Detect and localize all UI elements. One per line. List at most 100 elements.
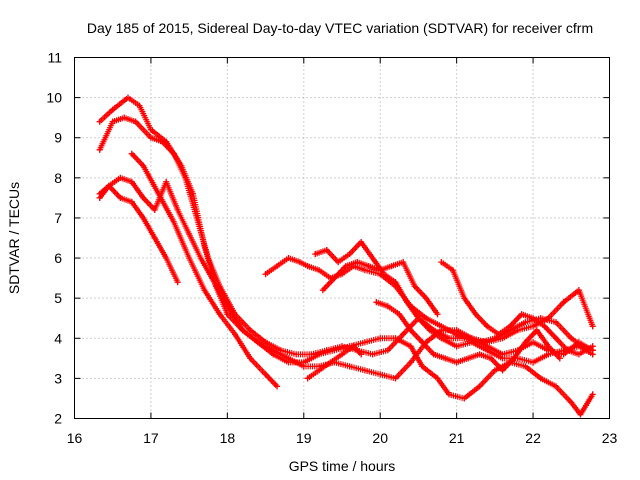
series-H — [319, 259, 441, 318]
data-point — [476, 383, 483, 390]
data-point — [575, 287, 582, 294]
data-point — [484, 347, 491, 354]
data-point — [403, 299, 410, 306]
data-point — [589, 323, 596, 330]
data-point — [151, 235, 158, 241]
data-point — [446, 391, 452, 398]
data-point — [423, 295, 430, 302]
data-point — [518, 311, 525, 318]
data-point — [151, 206, 158, 213]
data-point — [377, 267, 384, 274]
data-point — [476, 351, 483, 358]
data-point — [361, 339, 368, 346]
y-tick-label: 4 — [54, 330, 62, 346]
data-point — [392, 375, 399, 382]
data-point — [384, 347, 391, 354]
data-point — [530, 359, 537, 366]
series-trace — [96, 114, 596, 358]
data-point — [533, 327, 540, 334]
data-point — [545, 343, 552, 350]
data-point — [147, 134, 154, 141]
series-D — [96, 182, 181, 286]
data-point — [468, 339, 475, 346]
data-point — [361, 367, 368, 374]
data-point — [247, 327, 254, 334]
data-point — [140, 162, 147, 169]
data-point — [270, 347, 277, 354]
data-point — [419, 339, 426, 346]
data-point — [553, 383, 559, 390]
data-point — [274, 263, 281, 270]
data-point — [128, 178, 135, 185]
y-tick-label: 8 — [54, 170, 62, 186]
data-point — [495, 331, 502, 338]
data-point — [339, 351, 345, 358]
data-point — [128, 150, 135, 157]
data-point — [499, 355, 506, 362]
x-axis-label: GPS time / hours — [289, 458, 396, 474]
data-point — [117, 174, 124, 181]
data-point — [239, 327, 246, 334]
data-point — [96, 146, 103, 153]
data-point — [568, 335, 575, 342]
data-point — [121, 114, 128, 121]
data-point — [499, 367, 506, 374]
data-point — [434, 375, 441, 382]
data-point — [285, 355, 292, 362]
series-J — [373, 299, 563, 374]
data-point — [346, 363, 353, 370]
y-tick-label: 5 — [54, 290, 62, 306]
data-point — [186, 255, 193, 262]
data-point — [186, 230, 193, 237]
data-point — [407, 343, 414, 350]
x-tick-label: 17 — [143, 430, 159, 446]
data-point — [465, 355, 472, 362]
data-point — [128, 198, 135, 205]
series-trace — [96, 182, 181, 286]
data-point — [400, 331, 407, 338]
x-tick-label: 18 — [220, 430, 236, 446]
data-point — [316, 367, 323, 374]
data-point — [530, 339, 537, 346]
data-point — [323, 347, 330, 354]
y-tick-label: 7 — [54, 210, 62, 226]
data-point — [388, 263, 395, 270]
data-point — [560, 299, 567, 306]
data-point — [541, 323, 548, 330]
data-point — [342, 263, 349, 270]
data-point — [319, 287, 326, 294]
y-tick-label: 2 — [54, 411, 62, 427]
x-tick-label: 22 — [525, 430, 541, 446]
x-tick-label: 20 — [372, 430, 388, 446]
data-point — [575, 343, 582, 350]
data-point — [453, 343, 460, 350]
data-point — [522, 339, 529, 346]
data-point — [224, 303, 231, 310]
x-tick-label: 16 — [67, 430, 83, 446]
plot-frame — [74, 57, 610, 419]
data-point — [197, 255, 204, 262]
data-point — [537, 375, 544, 382]
series-K — [304, 343, 365, 382]
y-tick-label: 10 — [46, 90, 62, 106]
data-point — [201, 287, 208, 294]
data-point — [438, 259, 445, 266]
data-point — [109, 106, 116, 113]
data-point — [514, 327, 521, 334]
data-point — [262, 271, 269, 278]
data-point — [304, 375, 311, 382]
y-tick-label: 11 — [47, 50, 62, 66]
data-point — [105, 182, 112, 189]
data-point — [499, 335, 506, 342]
data-point — [155, 190, 162, 197]
y-tick-label: 6 — [54, 250, 62, 266]
data-point — [327, 359, 334, 366]
data-point — [426, 327, 433, 334]
data-point — [140, 194, 147, 201]
data-point — [522, 363, 529, 370]
data-point — [484, 323, 491, 330]
data-point — [545, 315, 552, 322]
data-point — [461, 295, 468, 302]
